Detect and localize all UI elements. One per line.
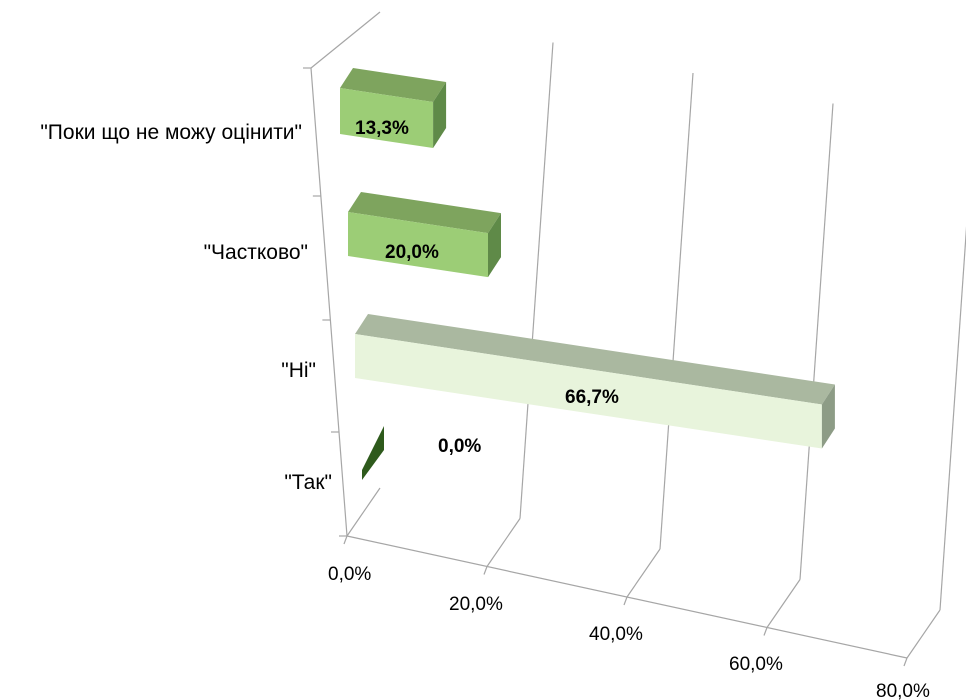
bar-side-face-1 (821, 384, 835, 449)
gridline-3 (799, 103, 834, 580)
x-axis-tick-4 (903, 657, 908, 667)
x-tick-label-40: 40,0% (589, 624, 643, 645)
chart-bars (340, 68, 835, 480)
chart-labels: "Так" "Ні" "Частково" "Поки що не можу о… (40, 118, 930, 700)
category-label-poky-shcho: "Поки що не можу оцінити" (40, 121, 302, 144)
x-axis-tick-3 (763, 627, 768, 636)
floor-gridline-4 (906, 609, 941, 659)
bar-top-face-3 (340, 68, 447, 103)
floor-gridline-3 (766, 579, 801, 628)
category-label-ni: "Ні" (281, 359, 316, 382)
floor-gridline-2 (626, 548, 661, 598)
bar-front-face-1 (355, 334, 822, 449)
gridline-2 (659, 72, 694, 550)
category-label-tak: "Так" (284, 471, 332, 494)
bar-top-face-1 (355, 314, 835, 405)
x-axis-tick-1 (483, 566, 488, 575)
wall-top-edge (310, 11, 381, 69)
bar-front-face-2 (348, 212, 488, 278)
x-axis-tick-2 (623, 596, 628, 606)
bar-side-face-2 (488, 213, 501, 278)
bar-1 (355, 314, 835, 449)
floor-gridline-0 (346, 487, 381, 537)
data-label-chastkovo: 20,0% (385, 242, 439, 263)
bar-3 (340, 68, 447, 149)
y-axis-line (310, 67, 348, 537)
bar-side-face-3 (433, 82, 447, 149)
x-axis-tick-0 (343, 535, 348, 545)
x-tick-label-20: 20,0% (449, 594, 503, 615)
chart-axes (303, 11, 908, 667)
data-label-ni: 66,7% (565, 387, 619, 408)
x-tick-label-0: 0,0% (328, 564, 371, 585)
gridline-4 (939, 226, 966, 611)
chart-gridlines (346, 42, 966, 659)
bar-front-face-3 (340, 88, 434, 149)
x-tick-label-80: 80,0% (876, 681, 930, 700)
floor-gridline-1 (486, 518, 521, 567)
bar-top-face-2 (348, 192, 501, 234)
gridline-1 (519, 42, 554, 519)
bar-0 (362, 426, 384, 480)
data-label-tak: 0,0% (438, 436, 481, 457)
x-tick-label-60: 60,0% (729, 654, 783, 675)
category-label-chastkovo: "Частково" (204, 241, 308, 264)
bar-2 (348, 192, 501, 278)
data-label-poky-shcho: 13,3% (355, 118, 409, 139)
